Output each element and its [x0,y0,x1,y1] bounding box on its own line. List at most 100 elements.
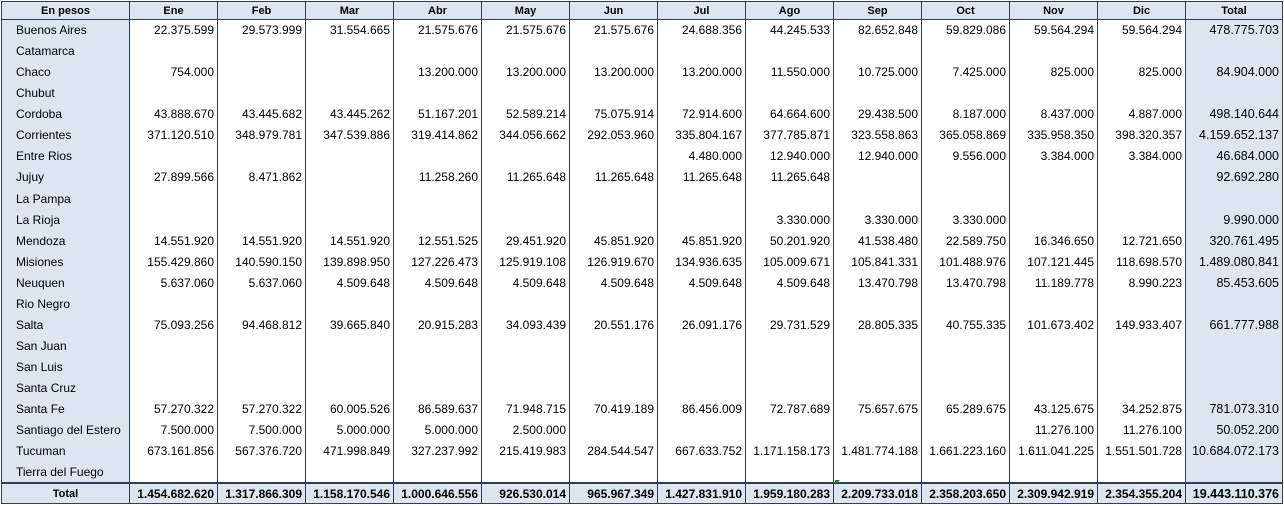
column-total-cell[interactable]: 2.358.203.650 [921,482,1010,504]
data-cell[interactable] [217,209,306,231]
data-cell[interactable]: 5.000.000 [305,419,394,441]
data-cell[interactable] [833,82,922,104]
data-cell[interactable]: 319.414.862 [393,124,482,146]
row-label-province[interactable]: Santiago del Estero [1,419,130,441]
data-cell[interactable] [1097,188,1186,210]
data-cell[interactable] [745,82,834,104]
data-cell[interactable]: 4.887.000 [1097,103,1186,125]
data-cell[interactable] [305,188,394,210]
data-cell[interactable]: 82.652.848 [833,19,922,41]
data-cell[interactable] [833,377,922,399]
data-cell[interactable]: 667.633.752 [657,440,746,462]
data-cell[interactable]: 75.657.675 [833,398,922,420]
data-cell[interactable] [569,145,658,167]
data-cell[interactable]: 11.189.778 [1009,272,1098,294]
data-cell[interactable] [569,82,658,104]
data-cell[interactable] [393,293,482,315]
column-header-ago[interactable]: Ago [745,1,834,20]
data-cell[interactable] [393,188,482,210]
data-cell[interactable]: 11.265.648 [745,166,834,188]
data-cell[interactable]: 59.564.294 [1097,19,1186,41]
data-cell[interactable] [1009,40,1098,62]
column-header-ene[interactable]: Ene [129,1,218,20]
data-cell[interactable] [481,188,570,210]
data-cell[interactable]: 2.500.000 [481,419,570,441]
data-cell[interactable]: 7.500.000 [129,419,218,441]
data-cell[interactable] [833,335,922,357]
data-cell[interactable]: 45.851.920 [657,230,746,252]
totals-row-label[interactable]: Total [1,482,130,504]
data-cell[interactable] [657,419,746,441]
data-cell[interactable] [217,377,306,399]
data-cell[interactable] [217,461,306,483]
data-cell[interactable]: 28.805.335 [833,314,922,336]
data-cell[interactable] [393,82,482,104]
data-cell[interactable] [393,209,482,231]
data-cell[interactable]: 86.589.637 [393,398,482,420]
data-cell[interactable] [481,335,570,357]
row-label-province[interactable]: Cordoba [1,103,130,125]
data-cell[interactable]: 29.451.920 [481,230,570,252]
data-cell[interactable]: 11.550.000 [745,61,834,83]
data-cell[interactable] [217,61,306,83]
data-cell[interactable]: 347.539.886 [305,124,394,146]
row-label-province[interactable]: Corrientes [1,124,130,146]
row-label-province[interactable]: Chaco [1,61,130,83]
data-cell[interactable]: 20.915.283 [393,314,482,336]
data-cell[interactable] [657,461,746,483]
data-cell[interactable] [1009,82,1098,104]
data-cell[interactable]: 12.721.650 [1097,230,1186,252]
data-cell[interactable]: 398.320.357 [1097,124,1186,146]
data-cell[interactable] [217,40,306,62]
data-cell[interactable] [569,40,658,62]
row-total-cell[interactable]: 498.140.644 [1185,103,1283,125]
column-total-cell[interactable]: 1.427.831.910 [657,482,746,504]
row-total-cell[interactable]: 1.489.080.841 [1185,251,1283,273]
data-cell[interactable]: 11.276.100 [1009,419,1098,441]
data-cell[interactable]: 75.093.256 [129,314,218,336]
column-header-dic[interactable]: Dic [1097,1,1186,20]
row-total-cell[interactable] [1185,293,1283,315]
data-cell[interactable] [217,82,306,104]
data-cell[interactable] [1097,293,1186,315]
data-cell[interactable] [481,356,570,378]
data-cell[interactable] [833,356,922,378]
data-cell[interactable]: 348.979.781 [217,124,306,146]
data-cell[interactable] [305,293,394,315]
data-cell[interactable]: 155.429.860 [129,251,218,273]
data-cell[interactable]: 39.665.840 [305,314,394,336]
data-cell[interactable]: 40.755.335 [921,314,1010,336]
data-cell[interactable] [393,356,482,378]
data-cell[interactable] [569,293,658,315]
data-cell[interactable]: 51.167.201 [393,103,482,125]
row-label-province[interactable]: Rio Negro [1,293,130,315]
data-cell[interactable]: 4.509.648 [657,272,746,294]
data-cell[interactable]: 335.804.167 [657,124,746,146]
data-cell[interactable] [657,82,746,104]
data-cell[interactable] [217,293,306,315]
row-total-cell[interactable] [1185,377,1283,399]
data-cell[interactable]: 72.914.600 [657,103,746,125]
data-cell[interactable] [921,419,1010,441]
data-cell[interactable]: 1.171.158.173 [745,440,834,462]
data-cell[interactable] [1097,461,1186,483]
data-cell[interactable] [569,209,658,231]
column-header-nov[interactable]: Nov [1009,1,1098,20]
data-cell[interactable]: 5.000.000 [393,419,482,441]
data-cell[interactable] [217,356,306,378]
data-cell[interactable] [393,377,482,399]
row-total-cell[interactable]: 92.692.280 [1185,166,1283,188]
data-cell[interactable] [657,40,746,62]
row-label-province[interactable]: Jujuy [1,166,130,188]
data-cell[interactable] [1009,209,1098,231]
data-cell[interactable]: 11.276.100 [1097,419,1186,441]
data-cell[interactable]: 3.384.000 [1009,145,1098,167]
data-cell[interactable] [129,40,218,62]
data-cell[interactable]: 4.509.648 [481,272,570,294]
data-cell[interactable]: 57.270.322 [217,398,306,420]
data-cell[interactable]: 377.785.871 [745,124,834,146]
data-cell[interactable]: 12.551.525 [393,230,482,252]
data-cell[interactable] [745,419,834,441]
data-cell[interactable] [1097,82,1186,104]
data-cell[interactable]: 4.509.648 [745,272,834,294]
